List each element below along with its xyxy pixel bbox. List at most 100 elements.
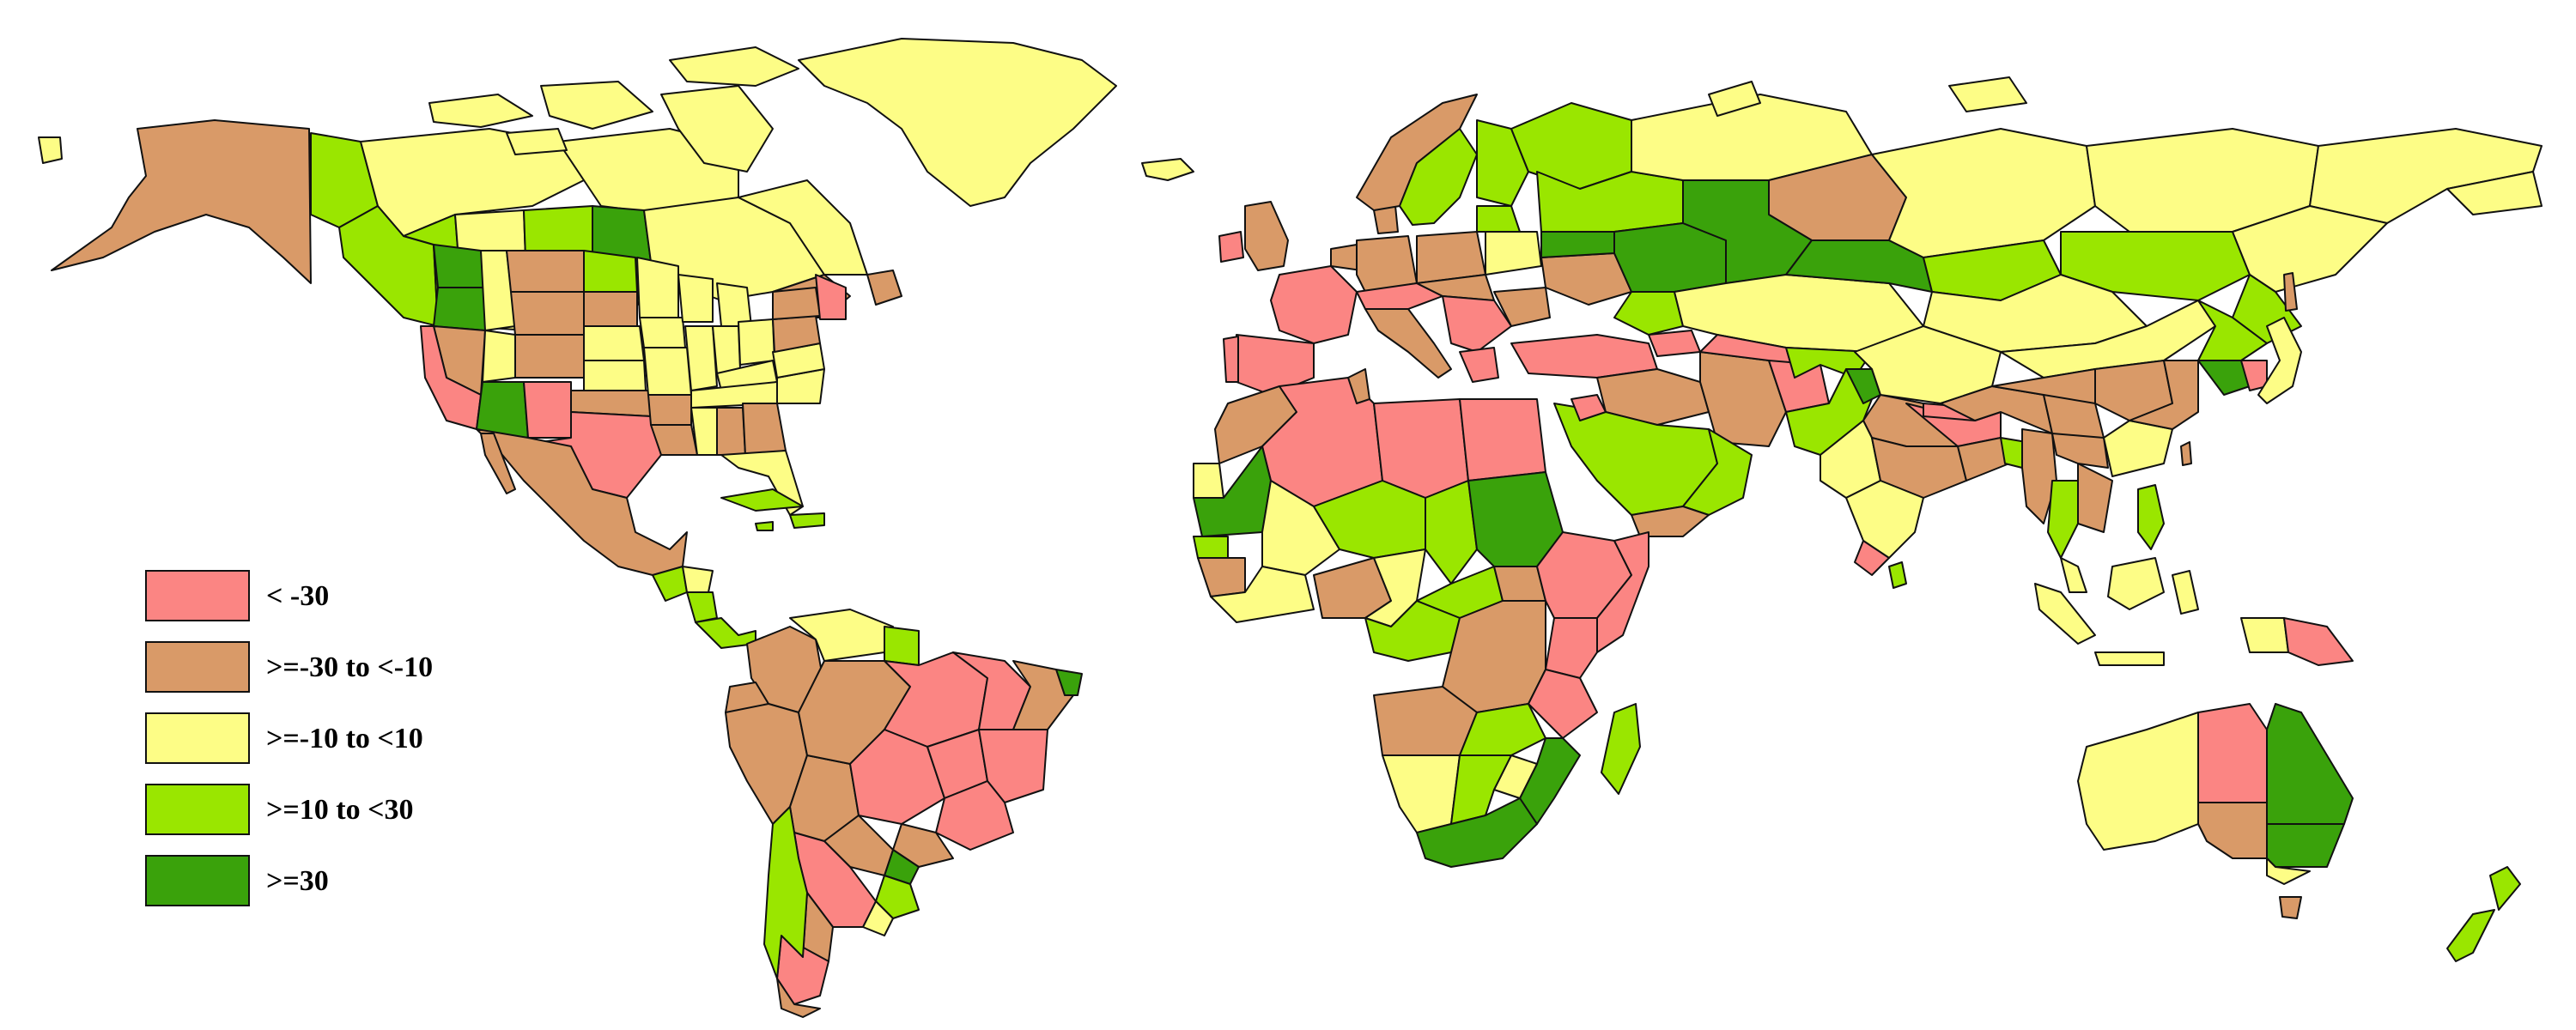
region-chile bbox=[763, 806, 808, 979]
region-romania bbox=[1493, 287, 1551, 327]
region-northern-territory bbox=[2197, 703, 2268, 803]
region-utah bbox=[482, 330, 516, 383]
region-novaya-zemlya bbox=[1708, 81, 1761, 117]
region-nebraska bbox=[583, 325, 645, 361]
region-madagascar bbox=[1601, 703, 1641, 795]
region-switzerland-austria bbox=[1356, 282, 1443, 310]
region-severnaya bbox=[1948, 76, 2027, 112]
region-minnesota bbox=[636, 257, 679, 318]
region-washington bbox=[433, 244, 486, 288]
region-oregon bbox=[433, 287, 486, 331]
region-russia-central-north bbox=[1536, 171, 1684, 233]
region-taiwan bbox=[2180, 441, 2192, 466]
region-iowa bbox=[639, 317, 686, 348]
north-america bbox=[38, 46, 902, 649]
region-yemen bbox=[1631, 506, 1710, 537]
region-japan bbox=[2257, 317, 2302, 404]
south-america bbox=[725, 609, 1083, 1018]
region-new-south-wales bbox=[2266, 823, 2345, 868]
region-baffin bbox=[660, 85, 774, 173]
region-kansas bbox=[583, 360, 647, 391]
legend-swatch-ge30 bbox=[145, 855, 250, 906]
region-greece bbox=[1459, 347, 1499, 383]
region-nz-south bbox=[2446, 909, 2495, 962]
region-iceland bbox=[1141, 158, 1194, 181]
legend: < -30 >=-30 to <-10 >=-10 to <10 >=10 to… bbox=[145, 570, 433, 906]
region-ohio bbox=[738, 318, 775, 366]
region-greenland bbox=[798, 38, 1117, 207]
oceania bbox=[2034, 484, 2521, 962]
region-india-tip bbox=[1854, 540, 1890, 576]
region-wyoming bbox=[510, 291, 585, 336]
region-russia-south bbox=[1613, 291, 1684, 336]
region-south-china bbox=[2103, 420, 2173, 477]
region-ellesmere bbox=[669, 46, 799, 87]
region-south-africa bbox=[1416, 797, 1538, 868]
region-arkansas bbox=[647, 394, 692, 426]
region-arctic-islands-central bbox=[540, 81, 653, 130]
region-baja bbox=[480, 433, 516, 494]
region-colorado bbox=[514, 334, 585, 379]
region-chad bbox=[1425, 480, 1478, 585]
legend-label-ge30: >=30 bbox=[266, 865, 329, 897]
legend-swatch-p10-30 bbox=[145, 784, 250, 835]
region-aleutians bbox=[38, 136, 63, 164]
region-philippines bbox=[2137, 484, 2165, 550]
region-indiana bbox=[712, 325, 741, 374]
region-missouri bbox=[643, 347, 692, 396]
region-north-dakota bbox=[583, 250, 638, 293]
region-sumatra bbox=[2034, 583, 2096, 645]
region-new-york bbox=[772, 287, 821, 320]
legend-label-neg10-10: >=-10 to <10 bbox=[266, 723, 423, 754]
region-costa-rica-panama bbox=[695, 617, 756, 649]
region-balkans bbox=[1442, 295, 1512, 353]
region-kenya bbox=[1545, 617, 1598, 679]
region-egypt bbox=[1459, 398, 1546, 482]
east-asia bbox=[1854, 272, 2302, 477]
region-jamaica bbox=[755, 521, 774, 531]
region-nz-north bbox=[2489, 866, 2521, 911]
legend-swatch-neg10-10 bbox=[145, 712, 250, 764]
legend-swatch-lt-neg30 bbox=[145, 570, 250, 621]
region-brazil-rn bbox=[1055, 669, 1083, 696]
region-italy bbox=[1364, 308, 1452, 379]
legend-label-neg30-neg10: >=-30 to <-10 bbox=[266, 651, 433, 683]
region-alabama bbox=[716, 407, 746, 456]
region-new-england bbox=[815, 274, 847, 320]
legend-label-p10-30: >=10 to <30 bbox=[266, 794, 413, 826]
region-chukotka bbox=[2446, 171, 2543, 215]
region-germany bbox=[1356, 235, 1418, 293]
region-tanzania bbox=[1528, 669, 1598, 739]
region-tierra-del-fuego bbox=[776, 978, 821, 1018]
region-portugal bbox=[1223, 336, 1239, 383]
region-russia-moscow bbox=[1540, 231, 1615, 258]
region-tunisia bbox=[1347, 368, 1370, 404]
region-java bbox=[2094, 651, 2165, 666]
region-senegal bbox=[1193, 536, 1229, 559]
region-arctic-islands-west bbox=[428, 94, 533, 128]
region-georgia bbox=[742, 403, 787, 456]
region-west-africa-coast bbox=[1210, 566, 1315, 623]
region-south-australia bbox=[2197, 802, 2268, 859]
region-brazil-bahia bbox=[978, 729, 1048, 803]
region-victoria-island bbox=[506, 128, 568, 155]
region-sakhalin bbox=[2283, 272, 2298, 312]
region-sweden bbox=[1399, 128, 1478, 226]
region-mexico bbox=[476, 428, 688, 576]
region-sri-lanka bbox=[1888, 561, 1907, 589]
region-caucasus bbox=[1648, 330, 1701, 357]
southern-asia bbox=[1553, 334, 2113, 589]
region-borneo bbox=[2107, 557, 2165, 610]
region-ireland bbox=[1218, 231, 1244, 263]
legend-swatch-neg30-neg10 bbox=[145, 641, 250, 693]
region-honduras bbox=[682, 566, 714, 593]
region-tasmania bbox=[2279, 896, 2302, 919]
region-brazil-sp bbox=[892, 823, 954, 868]
region-turkey bbox=[1510, 334, 1658, 379]
region-uk bbox=[1244, 201, 1289, 271]
northern-asia bbox=[1510, 76, 2543, 357]
region-victoria-au bbox=[2266, 857, 2311, 885]
region-western-sahara bbox=[1193, 463, 1224, 499]
region-brazil-south bbox=[875, 875, 920, 919]
